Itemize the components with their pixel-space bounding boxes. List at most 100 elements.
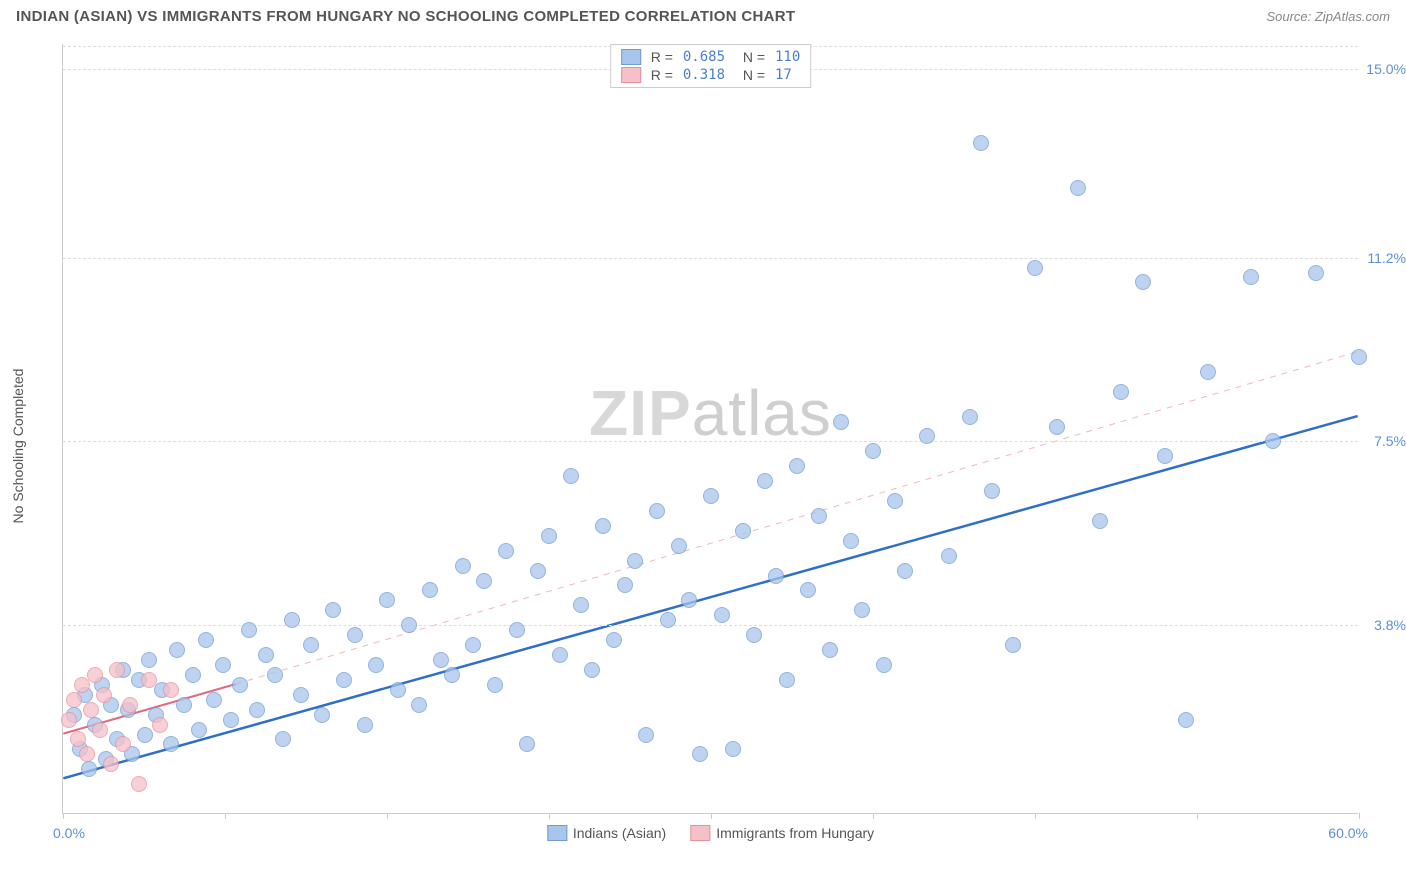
scatter-point-indians [660,612,676,628]
scatter-point-indians [1178,712,1194,728]
x-tick-mark [387,813,388,819]
scatter-point-indians [249,702,265,718]
scatter-point-indians [1135,274,1151,290]
gridline [63,258,1358,259]
scatter-point-indians [779,672,795,688]
scatter-point-indians [919,428,935,444]
scatter-point-hungary [152,717,168,733]
legend-swatch [547,825,567,841]
n-label: N = [735,49,765,65]
scatter-point-indians [185,667,201,683]
scatter-point-indians [455,558,471,574]
scatter-point-hungary [163,682,179,698]
n-value: 17 [775,67,792,83]
scatter-point-indians [746,627,762,643]
r-value: 0.318 [683,67,725,83]
x-tick-mark [1197,813,1198,819]
x-tick-mark [1035,813,1036,819]
scatter-point-indians [444,667,460,683]
scatter-point-indians [876,657,892,673]
scatter-point-indians [1070,180,1086,196]
scatter-point-indians [1243,269,1259,285]
scatter-point-indians [671,538,687,554]
header-bar: INDIAN (ASIAN) VS IMMIGRANTS FROM HUNGAR… [0,0,1406,29]
scatter-point-indians [1157,448,1173,464]
scatter-point-hungary [61,712,77,728]
scatter-point-hungary [70,731,86,747]
series-legend-item: Indians (Asian) [547,825,666,841]
scatter-point-indians [843,533,859,549]
series-legend-item: Immigrants from Hungary [690,825,874,841]
watermark-atlas: atlas [692,377,832,449]
chart-title: INDIAN (ASIAN) VS IMMIGRANTS FROM HUNGAR… [16,8,795,25]
scatter-point-indians [191,722,207,738]
stats-legend-row: R = 0.318 N = 17 [621,67,801,83]
scatter-point-indians [206,692,222,708]
trend-lines-svg [63,44,1358,813]
scatter-point-hungary [79,746,95,762]
watermark: ZIPatlas [589,376,832,450]
scatter-point-indians [293,687,309,703]
trend-line [63,416,1357,778]
scatter-point-hungary [83,702,99,718]
scatter-point-indians [530,563,546,579]
scatter-point-indians [768,568,784,584]
scatter-point-indians [284,612,300,628]
legend-swatch [621,49,641,65]
scatter-point-indians [703,488,719,504]
scatter-point-indians [681,592,697,608]
scatter-point-indians [314,707,330,723]
scatter-point-indians [198,632,214,648]
scatter-point-indians [735,523,751,539]
scatter-point-indians [984,483,1000,499]
scatter-point-indians [163,736,179,752]
scatter-point-indians [584,662,600,678]
y-tick-label: 3.8% [1374,617,1406,633]
r-label: R = [651,49,673,65]
scatter-point-indians [833,414,849,430]
scatter-point-indians [617,577,633,593]
scatter-point-indians [476,573,492,589]
scatter-point-indians [973,135,989,151]
x-tick-mark [549,813,550,819]
scatter-point-indians [465,637,481,653]
scatter-point-hungary [131,776,147,792]
scatter-point-hungary [96,687,112,703]
scatter-point-indians [379,592,395,608]
scatter-point-indians [897,563,913,579]
scatter-point-indians [303,637,319,653]
scatter-point-indians [422,582,438,598]
scatter-point-indians [137,727,153,743]
scatter-point-indians [1351,349,1367,365]
scatter-point-indians [325,602,341,618]
scatter-point-indians [519,736,535,752]
scatter-point-indians [411,697,427,713]
scatter-point-hungary [115,736,131,752]
scatter-point-indians [563,468,579,484]
scatter-point-indians [81,761,97,777]
scatter-point-indians [800,582,816,598]
scatter-point-hungary [66,692,82,708]
scatter-point-indians [573,597,589,613]
y-tick-label: 15.0% [1366,61,1406,77]
scatter-point-indians [498,543,514,559]
scatter-point-indians [275,731,291,747]
scatter-point-indians [714,607,730,623]
scatter-point-indians [401,617,417,633]
r-label: R = [651,67,673,83]
x-tick-mark [225,813,226,819]
scatter-point-indians [789,458,805,474]
x-tick-mark [1359,813,1360,819]
scatter-point-indians [854,602,870,618]
scatter-plot: ZIPatlas R =0.685 N =110R =0.318 N = 17 … [62,44,1358,814]
y-tick-label: 7.5% [1374,433,1406,449]
scatter-point-indians [1027,260,1043,276]
stats-legend: R =0.685 N =110R =0.318 N = 17 [610,44,812,88]
scatter-point-indians [757,473,773,489]
legend-swatch [690,825,710,841]
stats-legend-row: R =0.685 N =110 [621,49,801,65]
n-label: N = [735,67,765,83]
scatter-point-indians [941,548,957,564]
scatter-point-indians [962,409,978,425]
scatter-point-indians [1092,513,1108,529]
